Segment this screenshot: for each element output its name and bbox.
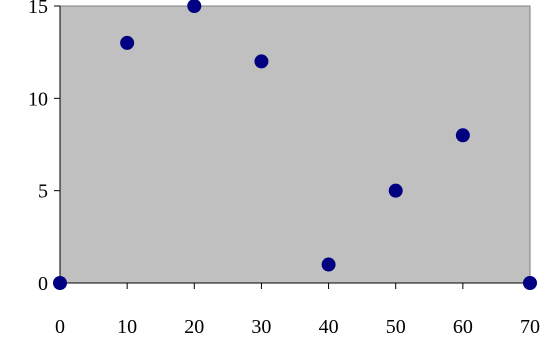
x-tick-label: 40 <box>319 316 339 338</box>
y-axis-ticks <box>54 5 60 284</box>
y-tick-label: 10 <box>28 88 48 110</box>
x-axis-tick-labels: 0 10 20 30 40 50 60 70 <box>55 316 540 338</box>
x-tick-label: 60 <box>453 316 473 338</box>
data-point <box>187 0 202 13</box>
data-point <box>254 54 269 69</box>
data-point <box>120 35 135 50</box>
y-tick-label: 5 <box>38 181 48 203</box>
x-tick-label: 20 <box>184 316 204 338</box>
data-point <box>388 183 403 198</box>
x-tick-label: 0 <box>55 316 65 338</box>
y-tick-label: 0 <box>38 273 48 295</box>
x-axis-ticks <box>59 283 531 289</box>
data-point <box>523 276 537 290</box>
data-points <box>53 0 537 290</box>
data-point <box>321 257 336 272</box>
y-axis-tick-labels: 0 5 10 15 <box>28 0 48 295</box>
y-tick-label: 15 <box>28 0 48 18</box>
data-point <box>53 276 67 290</box>
x-tick-label: 30 <box>251 316 271 338</box>
x-tick-label: 70 <box>520 316 540 338</box>
plot-area <box>59 5 531 284</box>
x-tick-label: 50 <box>386 316 406 338</box>
x-tick-label: 10 <box>117 316 137 338</box>
data-point <box>455 128 470 143</box>
